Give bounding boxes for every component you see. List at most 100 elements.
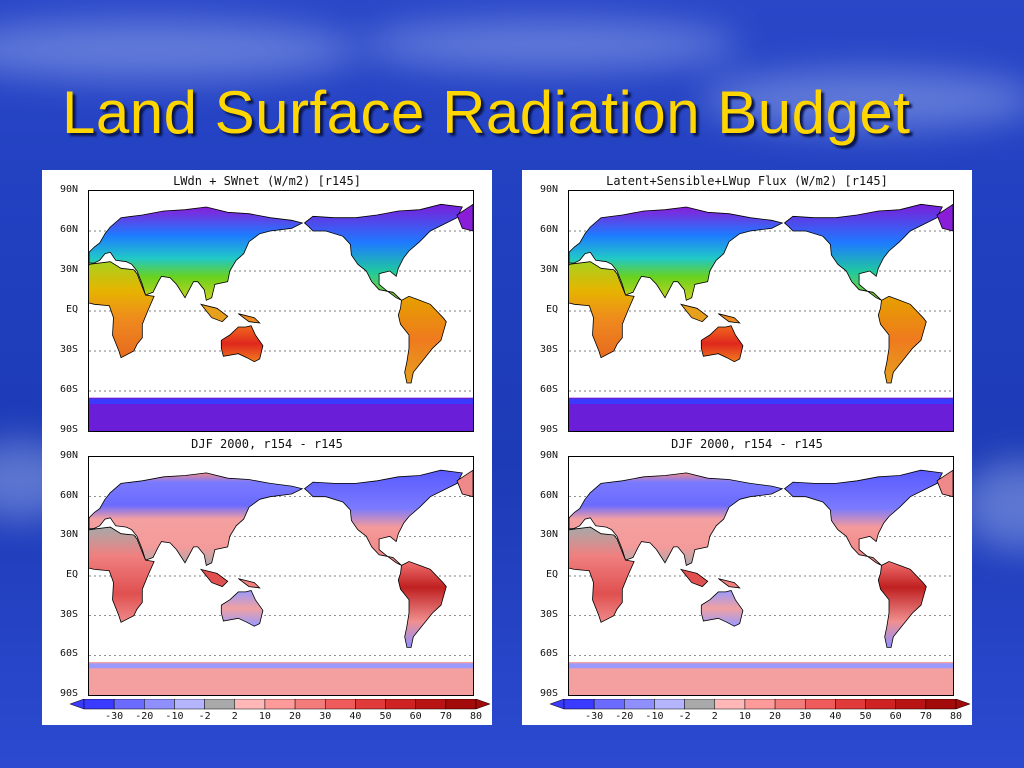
continent-australia [220, 325, 264, 363]
latitude-label: EQ [66, 304, 79, 315]
colorbar-segment [144, 699, 175, 710]
latitude-label: 90N [540, 450, 559, 461]
colorbar-segment [624, 699, 655, 710]
latitude-label: 60S [540, 384, 559, 395]
latitude-label: 30S [60, 344, 79, 355]
colorbar-label: 50 [379, 711, 392, 722]
colorbar-label: 80 [469, 711, 483, 722]
continent-north-america [783, 469, 943, 566]
colorbar-arrow-high [955, 699, 970, 710]
colorbar-label: 40 [349, 711, 362, 722]
continent-africa [569, 526, 635, 623]
landmass-greenland [936, 469, 953, 498]
colorbar-segment [895, 699, 927, 710]
figure-panel-right: Latent+Sensible+LWup Flux (W/m2) [r145] D… [522, 170, 972, 725]
continent-eurasia [89, 472, 304, 566]
colorbar-segment [563, 699, 595, 710]
colorbar-label: 60 [409, 711, 422, 722]
colorbar-label: 50 [859, 711, 872, 722]
latitude-label: 30S [60, 608, 79, 620]
colorbar-segment [174, 699, 205, 710]
latitude-label: 60S [60, 648, 79, 660]
antarctica-coast [89, 399, 473, 404]
latitude-label: 60S [540, 648, 559, 660]
continent-eurasia [89, 206, 304, 301]
map-title-top: LWdn + SWnet (W/m2) [r145] [173, 174, 361, 188]
colorbar-label: 30 [799, 711, 812, 722]
latitude-label: 90N [60, 450, 79, 461]
colorbar-segment [113, 699, 145, 710]
latitude-label: 90N [540, 184, 559, 195]
colorbar-arrow-high [475, 699, 490, 710]
continent-australia [700, 325, 744, 363]
landmass-new-guinea [718, 578, 741, 589]
latitude-label: 30S [540, 344, 559, 355]
world-map [89, 469, 473, 695]
colorbar-segment [835, 699, 866, 710]
map-absolute-flux [568, 190, 954, 432]
latitude-label: 30N [540, 264, 559, 275]
landmass-new-guinea [238, 578, 261, 589]
colorbar-segment [654, 699, 685, 710]
colorbar-label: 10 [258, 711, 271, 722]
colorbar [550, 699, 970, 710]
colorbar-label: 60 [889, 711, 902, 722]
colorbar-label: -20 [615, 711, 634, 722]
latitude-label: EQ [66, 569, 79, 580]
landmass-indonesia [679, 568, 709, 588]
continent-australia [700, 590, 744, 627]
continent-africa [89, 526, 155, 623]
colorbar-label: 20 [289, 711, 302, 722]
colorbar-label: 70 [919, 711, 932, 722]
colorbar-label: -10 [645, 711, 664, 722]
latitude-label: 90S [60, 424, 79, 435]
colorbar-segment [744, 699, 776, 710]
colorbar-segment [204, 699, 236, 710]
colorbar-segment [385, 699, 416, 710]
colorbar-segment [445, 699, 477, 710]
landmass-new-guinea [238, 313, 261, 324]
colorbar-label: -30 [585, 711, 604, 722]
latitude-label: 30N [60, 529, 79, 541]
colorbar-segment [83, 699, 115, 710]
colorbar-arrow-low [70, 699, 85, 710]
background-streak [360, 20, 740, 70]
continent-north-america [783, 203, 943, 301]
colorbar [70, 699, 490, 710]
colorbar-label: 10 [738, 711, 751, 722]
slide-title: Land Surface Radiation Budget [62, 79, 911, 146]
latitude-label: 60N [60, 489, 79, 501]
latitude-label: EQ [546, 304, 559, 315]
background-streak [700, 70, 1024, 130]
world-map [569, 469, 953, 695]
colorbar-arrow-low [550, 699, 565, 710]
landmass-greenland [456, 203, 473, 232]
map-title-top: Latent+Sensible+LWup Flux (W/m2) [r145] [606, 174, 888, 188]
colorbar-segment [294, 699, 326, 710]
colorbar-label: 40 [829, 711, 842, 722]
latitude-label: EQ [546, 569, 559, 580]
landmass-greenland [936, 203, 953, 232]
colorbar-label: 20 [769, 711, 782, 722]
colorbar-label: -2 [678, 711, 691, 722]
colorbar-segment [774, 699, 806, 710]
world-map [89, 203, 473, 431]
antarctica-coast [89, 663, 473, 669]
colorbar-label: 2 [231, 711, 238, 722]
continent-australia [220, 590, 264, 627]
latitude-label: 90N [60, 184, 79, 195]
colorbar-segment [804, 699, 836, 710]
colorbar-segment [925, 699, 957, 710]
continent-north-america [303, 469, 463, 566]
figure-panel-left: LWdn + SWnet (W/m2) [r145] DJF 2000, r154… [42, 170, 492, 725]
antarctica-coast [569, 399, 953, 404]
landmass-new-guinea [718, 313, 741, 324]
colorbar-segment [355, 699, 386, 710]
latitude-label: 90S [540, 424, 559, 435]
map-difference [88, 456, 474, 696]
continent-south-america [397, 295, 447, 384]
latitude-label: 90S [60, 688, 79, 699]
background-streak [0, 20, 360, 80]
latitude-label: 30N [60, 264, 79, 275]
continent-africa [89, 261, 155, 359]
